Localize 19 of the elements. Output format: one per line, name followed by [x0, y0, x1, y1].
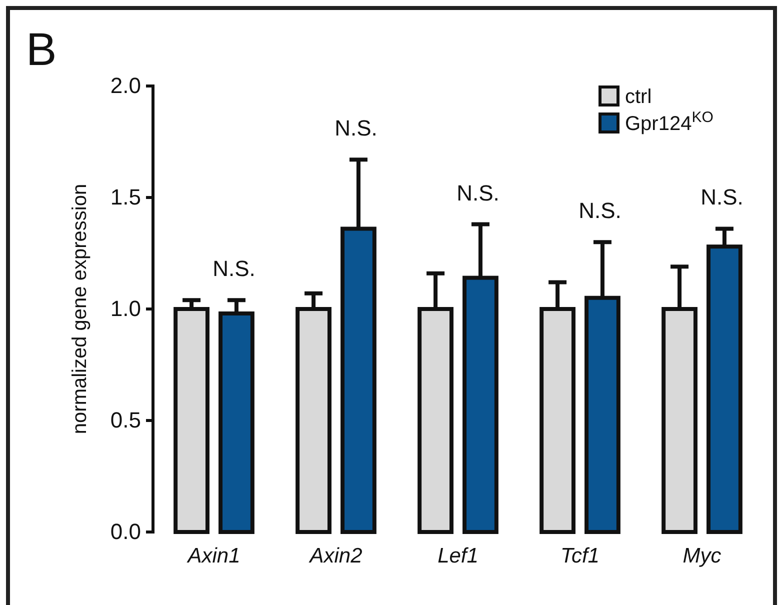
x-tick-label: Lef1 — [438, 544, 478, 568]
x-tick-label: Tcf1 — [560, 544, 600, 568]
annotation: N.S. — [212, 256, 256, 282]
annotation: N.S. — [578, 198, 622, 224]
y-tick-label: 0.0 — [110, 519, 141, 544]
y-tick-label: 2.0 — [110, 73, 141, 98]
x-tick-label: Myc — [682, 544, 722, 568]
legend-label: ctrl — [625, 86, 652, 108]
annotation: N.S. — [334, 116, 378, 141]
text: B — [26, 23, 57, 75]
y-axis-title: normalized gene expression — [69, 184, 91, 434]
legend-label: Gpr124$^{KO}$ — [625, 108, 714, 135]
x-tick-label: Axin1 — [186, 544, 240, 568]
annotation: N.S. — [700, 184, 744, 210]
y-tick-label: 1.0 — [110, 296, 141, 322]
y-tick-label: 1.5 — [110, 184, 141, 210]
x-tick-label: Axin2 — [308, 544, 363, 568]
y-tick-label: 0.5 — [110, 408, 141, 433]
annotation: N.S. — [456, 180, 500, 206]
